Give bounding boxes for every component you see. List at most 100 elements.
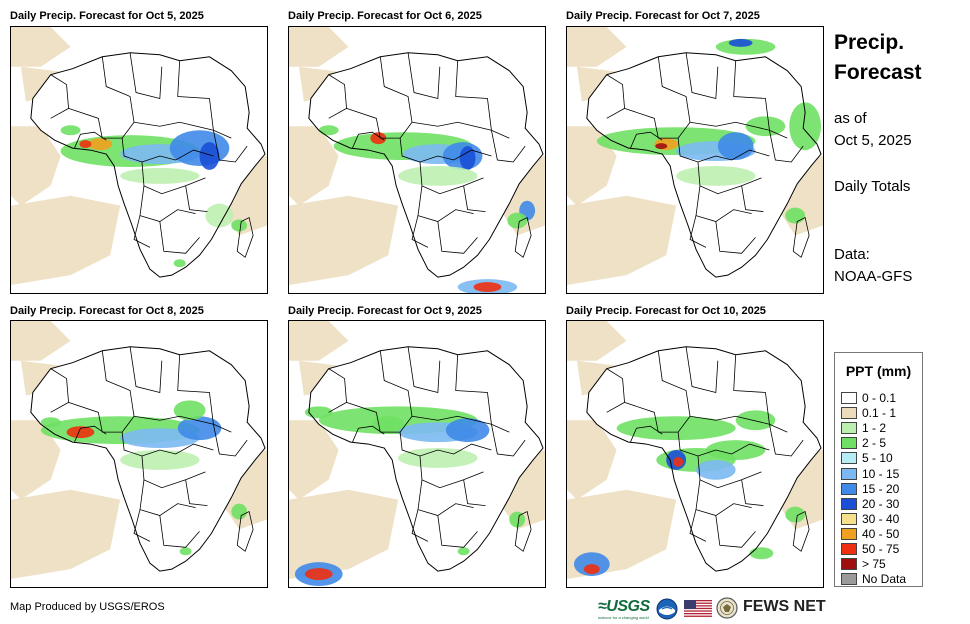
country-border bbox=[411, 509, 429, 542]
legend-title: PPT (mm) bbox=[845, 363, 912, 379]
coastline bbox=[308, 346, 544, 572]
country-border bbox=[630, 425, 663, 443]
light-precip-area bbox=[289, 420, 339, 500]
legend-label: 40 - 50 bbox=[862, 526, 900, 541]
precip-cell bbox=[789, 102, 822, 151]
legend-swatch bbox=[841, 452, 857, 465]
legend-swatch bbox=[841, 512, 857, 525]
precip-cell bbox=[459, 146, 476, 170]
country-border bbox=[141, 161, 206, 195]
light-precip-area bbox=[567, 420, 617, 500]
precip-cell bbox=[40, 417, 61, 428]
country-border bbox=[379, 350, 413, 417]
legend-item: 30 - 40 bbox=[841, 512, 899, 526]
usgs-tagline: science for a changing world bbox=[598, 615, 649, 620]
country-border bbox=[185, 479, 208, 507]
country-border bbox=[133, 215, 151, 248]
legend-label: 20 - 30 bbox=[862, 496, 900, 511]
legend-label: 2 - 5 bbox=[862, 436, 887, 451]
country-border bbox=[769, 424, 804, 457]
precip-cell bbox=[735, 410, 776, 431]
country-border bbox=[630, 131, 663, 149]
country-border bbox=[68, 402, 135, 433]
precip-cell bbox=[304, 568, 333, 581]
country-border bbox=[657, 350, 691, 417]
map-panel-1 bbox=[10, 26, 268, 294]
coastline bbox=[30, 52, 266, 278]
panel-title-2: Daily Precip. Forecast for Oct 6, 2025 bbox=[288, 10, 482, 22]
light-precip-area bbox=[11, 27, 71, 67]
precip-cell bbox=[372, 416, 405, 433]
precip-cell bbox=[695, 459, 736, 480]
country-border bbox=[624, 402, 691, 433]
country-border bbox=[689, 121, 788, 139]
country-border bbox=[346, 402, 413, 433]
legend-swatch bbox=[841, 467, 857, 480]
precip-cell bbox=[745, 116, 786, 137]
light-precip-area bbox=[289, 27, 349, 67]
legend-label: 0.1 - 1 bbox=[862, 406, 897, 421]
panel-title-5: Daily Precip. Forecast for Oct 9, 2025 bbox=[288, 305, 482, 317]
country-border bbox=[685, 346, 719, 393]
light-precip-area bbox=[567, 195, 677, 286]
legend-item: 20 - 30 bbox=[841, 497, 899, 511]
country-border bbox=[159, 515, 200, 548]
country-border bbox=[121, 138, 214, 163]
legend-label: 0 - 0.1 bbox=[862, 391, 897, 405]
country-border bbox=[677, 432, 770, 457]
light-precip-area bbox=[11, 420, 61, 500]
legend-item: 5 - 10 bbox=[841, 451, 893, 465]
country-border bbox=[455, 354, 492, 425]
precip-cell bbox=[398, 165, 478, 186]
precip-map bbox=[567, 27, 823, 286]
country-border bbox=[411, 121, 510, 139]
panel-title-1: Daily Precip. Forecast for Oct 5, 2025 bbox=[10, 10, 204, 22]
country-border bbox=[695, 479, 752, 516]
madagascar-outline bbox=[514, 510, 532, 552]
country-border bbox=[101, 350, 135, 417]
precip-cell bbox=[231, 219, 248, 232]
country-border bbox=[624, 108, 691, 139]
country-border bbox=[677, 138, 770, 163]
coastline bbox=[308, 52, 544, 278]
light-precip-area bbox=[289, 489, 399, 580]
country-border bbox=[133, 509, 151, 542]
country-border bbox=[769, 130, 804, 163]
precip-cell bbox=[60, 125, 81, 136]
country-border bbox=[733, 60, 770, 131]
country-border bbox=[379, 56, 413, 123]
data-source: NOAA-GFS bbox=[834, 268, 913, 285]
country-border bbox=[101, 56, 135, 123]
light-precip-area bbox=[11, 321, 71, 361]
precip-cell bbox=[205, 203, 234, 228]
africa-land bbox=[308, 52, 544, 278]
legend-swatch bbox=[841, 422, 857, 435]
country-border bbox=[455, 60, 492, 131]
legend-item: > 75 bbox=[841, 557, 886, 571]
forecast-title: Precip. Forecast bbox=[834, 28, 922, 88]
legend-item: 1 - 2 bbox=[841, 421, 886, 435]
precip-cell bbox=[398, 448, 478, 468]
country-border bbox=[741, 185, 764, 213]
precip-cell bbox=[173, 400, 206, 421]
legend-swatch bbox=[841, 527, 857, 540]
country-border bbox=[463, 185, 486, 213]
country-border bbox=[129, 52, 163, 99]
precip-cell bbox=[509, 511, 526, 528]
country-border bbox=[689, 509, 707, 542]
madagascar-outline bbox=[514, 216, 532, 258]
madagascar-outline bbox=[236, 510, 254, 552]
country-border bbox=[411, 415, 510, 433]
precip-cell bbox=[445, 418, 490, 443]
light-precip-area bbox=[289, 321, 349, 361]
country-border bbox=[491, 130, 526, 163]
precip-cell bbox=[179, 547, 192, 556]
precip-cell bbox=[199, 142, 220, 170]
country-border bbox=[177, 354, 214, 425]
panel-title-4: Daily Precip. Forecast for Oct 8, 2025 bbox=[10, 305, 204, 317]
legend-item: 10 - 15 bbox=[841, 467, 899, 481]
precip-map bbox=[11, 27, 267, 286]
map-panel-2 bbox=[288, 26, 546, 294]
precip-cell bbox=[583, 564, 600, 575]
country-border bbox=[733, 354, 770, 425]
